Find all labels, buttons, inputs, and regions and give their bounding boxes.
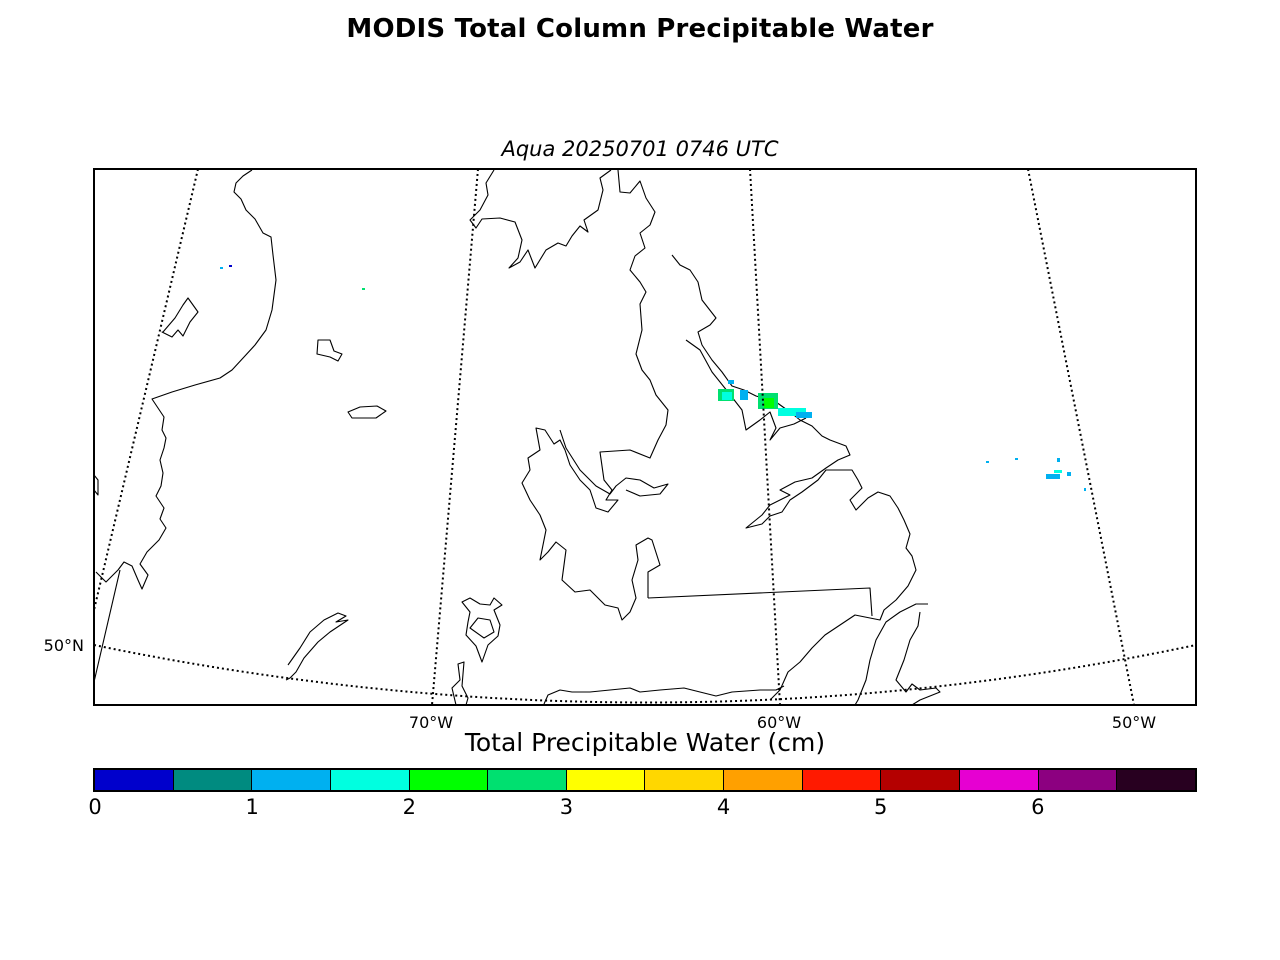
pw-pixel [1054, 470, 1062, 473]
pw-pixel [722, 392, 732, 400]
colorbar-tick-label: 5 [874, 795, 888, 819]
pw-pixel [362, 288, 365, 290]
meridian-80w [94, 169, 199, 611]
colorbar-segment [801, 770, 881, 790]
colorbar-tick-label: 0 [88, 795, 102, 819]
graticule [94, 169, 1196, 705]
colorbar-tick-label: 3 [559, 795, 574, 819]
pw-pixel [220, 267, 223, 269]
colorbar-segment [329, 770, 409, 790]
coastline-west-line [94, 569, 121, 683]
pw-pixel [1084, 488, 1086, 491]
island-james-bay-inner [469, 617, 495, 639]
newfoundland-east [895, 611, 941, 705]
pw-pixel [1046, 474, 1060, 479]
border-quebec-labrador [647, 587, 873, 617]
meridian-70w [431, 169, 479, 705]
island-small-2 [347, 405, 387, 419]
coastline-labrador-fjords [685, 339, 807, 441]
pw-pixel [1057, 458, 1060, 462]
colorbar-segment [959, 770, 1038, 790]
colorbar-segment [1037, 770, 1117, 790]
gulf-north-shore [543, 685, 785, 705]
colorbar-tick-label: 1 [245, 795, 259, 819]
lat-label-50n: 50°N [44, 636, 84, 655]
meridian-60w [749, 169, 781, 705]
colorbar-segment [251, 770, 330, 790]
colorbar-segment [487, 770, 566, 790]
newfoundland-north [854, 603, 928, 705]
pw-pixel [778, 408, 806, 416]
colorbar-segment [565, 770, 645, 790]
colorbar-segment [95, 770, 173, 790]
coastline-labrador [521, 169, 669, 621]
map-frame [93, 168, 1197, 706]
colorbar-segment [644, 770, 724, 790]
meridian-50w [1027, 169, 1135, 705]
colorbar-segment [723, 770, 802, 790]
lake-melville [559, 429, 669, 497]
chart-subtitle: Aqua 20250701 0746 UTC [501, 137, 779, 161]
colorbar-segment [408, 770, 488, 790]
lon-label-70w: 70°W [409, 713, 453, 732]
pw-pixel [728, 380, 734, 384]
pw-pixel [1015, 458, 1018, 460]
colorbar-segment [1116, 770, 1195, 790]
colorbar-segment [172, 770, 252, 790]
pw-pixel [764, 398, 774, 408]
island-james-bay [461, 597, 503, 663]
coastline-west-island [161, 297, 199, 338]
pw-pixel [986, 461, 989, 463]
coastline-west [95, 169, 277, 590]
pw-pixel [796, 412, 812, 418]
lon-label-50w: 50°W [1112, 713, 1156, 732]
water-vapor-pixels [220, 265, 1086, 491]
lon-label-60w: 60°W [757, 713, 801, 732]
coastline-west-tip [94, 474, 99, 496]
colorbar-tick-label: 2 [402, 795, 416, 819]
colorbar-tick-label: 6 [1031, 795, 1045, 819]
parallel-50n [94, 644, 1196, 704]
colorbar-segment [880, 770, 960, 790]
colorbar-tick-label: 4 [716, 795, 731, 819]
coastline-south-west [285, 612, 349, 681]
pw-pixel [229, 265, 232, 267]
chart-title: MODIS Total Column Precipitable Water [346, 14, 934, 44]
coastline-ungava [469, 169, 612, 269]
colorbar [93, 768, 1197, 792]
map-content [94, 169, 1196, 705]
colorbar-label: Total Precipitable Water (cm) [464, 728, 826, 757]
pw-pixel [740, 390, 748, 400]
coastlines [94, 169, 941, 705]
coastline-south-inlet [451, 661, 469, 705]
island-small-1 [316, 339, 343, 362]
pw-pixel [1067, 472, 1071, 476]
